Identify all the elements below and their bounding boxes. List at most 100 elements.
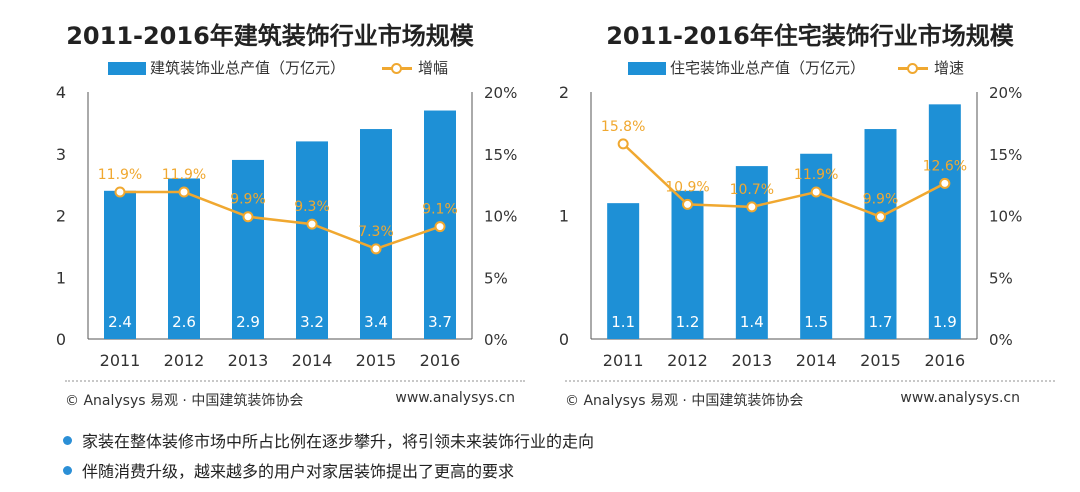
bar-data-label: 3.7	[428, 313, 452, 331]
chart-title: 2011-2016年住宅装饰行业市场规模	[606, 22, 1014, 50]
chart-legend: 住宅装饰业总产值（万亿元） 增速	[540, 58, 1080, 80]
line-point	[114, 186, 126, 198]
y-tick-label-left: 0	[559, 330, 569, 349]
line-point	[306, 218, 318, 230]
bar-data-label: 2.6	[172, 313, 196, 331]
chart-title: 2011-2016年建筑装饰行业市场规模	[66, 22, 474, 50]
x-tick-label: 2012	[667, 351, 708, 370]
bar	[800, 153, 833, 339]
line-data-label: 9.9%	[863, 192, 899, 208]
y-tick-label-right: 10%	[484, 208, 517, 226]
y-tick-label-right: 0%	[989, 331, 1013, 349]
bar	[104, 190, 136, 339]
x-tick-label: 2016	[420, 351, 461, 370]
legend-line-marker	[391, 63, 402, 74]
source-credit: © Analysys 易观 · 中国建筑装饰协会	[565, 393, 804, 409]
x-tick-label: 2013	[731, 351, 772, 370]
x-tick-label: 2014	[796, 351, 837, 370]
bar-data-label: 1.5	[804, 313, 828, 331]
legend-line-marker	[907, 63, 918, 74]
chart-plot-right: 0120%5%10%15%20%1.120111.220121.420131.5…	[559, 83, 1023, 370]
y-tick-label-right: 10%	[989, 208, 1022, 226]
line-point	[370, 243, 382, 255]
bar-data-label: 1.1	[611, 313, 635, 331]
bar	[864, 129, 897, 339]
line-point	[810, 186, 822, 198]
line-point	[939, 177, 951, 189]
y-tick-label-right: 5%	[989, 269, 1013, 287]
y-tick-label-right: 15%	[989, 146, 1022, 164]
bar	[607, 203, 640, 339]
bar-data-label: 1.2	[676, 313, 700, 331]
bar	[928, 104, 961, 339]
x-tick-label: 2015	[860, 351, 901, 370]
bar	[735, 166, 768, 339]
line-point	[242, 211, 254, 223]
x-tick-label: 2011	[100, 351, 141, 370]
line-point	[178, 186, 190, 198]
y-tick-label-left: 4	[56, 83, 66, 102]
website-link[interactable]: www.analysys.cn	[900, 390, 1020, 406]
bar-data-label: 1.7	[869, 313, 893, 331]
bar	[671, 190, 704, 339]
x-tick-label: 2012	[164, 351, 205, 370]
line-data-label: 11.9%	[98, 167, 142, 183]
bullet-dot-icon	[63, 436, 72, 445]
footer-divider	[565, 380, 1055, 382]
x-tick-label: 2013	[228, 351, 269, 370]
y-tick-label-right: 5%	[484, 269, 508, 287]
series-line	[622, 142, 946, 219]
line-data-label: 10.7%	[730, 182, 774, 198]
line-data-label: 9.3%	[294, 199, 330, 215]
legend-line-label: 增速	[934, 59, 965, 77]
legend-bar-swatch	[628, 62, 666, 75]
legend-bar-swatch	[108, 62, 146, 75]
line-data-label: 9.9%	[230, 192, 266, 208]
bar	[360, 129, 392, 339]
line-data-label: 11.9%	[794, 167, 838, 183]
bullet-text: 家装在整体装修市场中所占比例在逐步攀升，将引领未来装饰行业的走向	[82, 432, 595, 451]
website-link[interactable]: www.analysys.cn	[395, 390, 515, 406]
legend-bar-label: 建筑装饰业总产值（万亿元）	[150, 59, 346, 77]
y-tick-label-left: 1	[56, 268, 66, 287]
bar-data-label: 2.9	[236, 313, 260, 331]
y-tick-label-left: 3	[56, 145, 66, 164]
chart-legend: 建筑装饰业总产值（万亿元） 增幅	[0, 58, 540, 80]
line-point	[746, 201, 758, 213]
line-point	[682, 198, 693, 210]
line-data-label: 7.3%	[358, 224, 394, 240]
line-data-label: 10.9%	[665, 179, 709, 195]
legend-line-label: 增幅	[418, 59, 449, 77]
line-data-label: 15.8%	[601, 119, 645, 135]
bullet-item: 家装在整体装修市场中所占比例在逐步攀升，将引领未来装饰行业的走向	[63, 428, 594, 452]
source-credit: © Analysys 易观 · 中国建筑装饰协会	[65, 393, 304, 409]
bullet-text: 伴随消费升级，越来越多的用户对家居装饰提出了更高的要求	[82, 462, 515, 481]
line-data-label: 12.6%	[923, 158, 967, 174]
bullet-dot-icon	[63, 466, 72, 475]
chart-panel-left: 2011-2016年建筑装饰行业市场规模 建筑装饰业总产值（万亿元） 增幅 0 1…	[0, 0, 540, 420]
x-tick-label: 2015	[356, 351, 397, 370]
y-tick-label-right: 0%	[484, 331, 508, 349]
chart-panel-right: 2011-2016年住宅装饰行业市场规模 住宅装饰业总产值（万亿元） 增速 0 1…	[540, 0, 1080, 420]
bar	[232, 159, 264, 339]
line-point	[875, 211, 886, 223]
y-tick-label-right: 20%	[989, 84, 1022, 102]
bar-data-label: 1.9	[933, 313, 957, 331]
bar	[296, 141, 328, 339]
line-data-label: 11.9%	[162, 167, 206, 183]
bar-data-label: 1.4	[740, 313, 764, 331]
y-tick-label-left: 0	[56, 330, 66, 349]
line-point	[617, 138, 629, 150]
x-tick-label: 2014	[292, 351, 333, 370]
line-data-label: 9.1%	[422, 202, 458, 218]
chart-plot-left: 0 1 2 3 4 0% 5% 10% 15% 20% 2.4 2011 2.6 2012 2.9 2013 3…	[56, 83, 518, 370]
line-point	[434, 221, 446, 233]
y-tick-label-right: 15%	[484, 146, 517, 164]
x-tick-label: 2011	[603, 351, 644, 370]
bar-data-label: 3.4	[364, 313, 388, 331]
footer-divider	[65, 380, 525, 382]
bar-data-label: 2.4	[108, 313, 132, 331]
series-line	[120, 190, 441, 251]
x-tick-label: 2016	[924, 351, 965, 370]
bar	[168, 178, 200, 339]
